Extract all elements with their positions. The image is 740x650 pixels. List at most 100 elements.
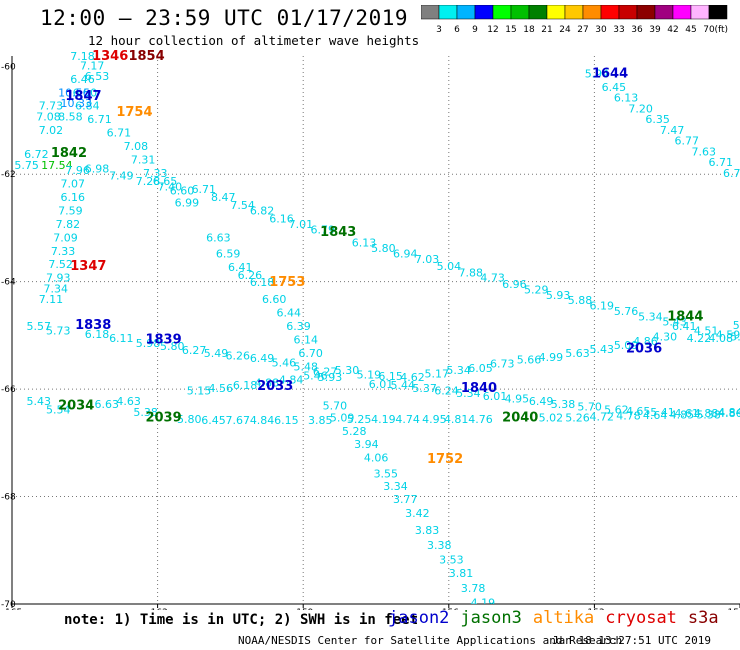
swh-point: 7.96	[65, 164, 90, 177]
swh-point: 6.19	[590, 300, 615, 313]
swh-point: 5.62	[604, 403, 629, 416]
swh-point: 6.98	[85, 163, 110, 176]
swh-point: 4.81	[444, 413, 469, 426]
color-scale-label: 45	[685, 25, 696, 35]
swh-point: 17.54	[41, 159, 72, 172]
satellite-s3a: s3a	[687, 608, 719, 628]
swh-point: 6.82	[250, 204, 275, 217]
swh-point: 6.84	[75, 100, 100, 113]
swh-point: 5.48	[293, 360, 318, 373]
color-scale-legend: 3 6 9 12 15 18 21 24 27 30 33 36 39 42 45 70 (ft)	[421, 5, 728, 35]
swh-point: 6.50	[73, 86, 98, 99]
swh-point: 7.47	[660, 124, 685, 137]
swh-point: 5.40	[730, 331, 740, 344]
swh-point: 3.77	[393, 493, 418, 506]
swh-point: 7.54	[230, 199, 255, 212]
swh-point: 3.78	[461, 582, 486, 595]
pass-time-label: 2040	[502, 410, 538, 425]
swh-point: 5.70	[577, 401, 602, 414]
swh-point: 6.63	[206, 231, 231, 244]
swh-point: 7.34	[44, 282, 68, 295]
swh-point: 7.82	[56, 218, 81, 231]
swh-point: 5.49	[204, 347, 229, 360]
color-scale-label: 30	[595, 25, 607, 35]
swh-point: 5.09	[614, 339, 639, 352]
swh-point: 5.93	[546, 289, 571, 302]
swh-point: 4.88	[694, 407, 719, 420]
swh-point: 5.41	[650, 406, 675, 419]
altimeter-map: -165 -162 -159 -156 -153 -15 -60 -62 -64 -66 -68 -7…	[1, 49, 740, 610]
swh-point: 5.57	[27, 320, 51, 333]
swh-point: 4.22	[687, 332, 712, 345]
swh-point: 4.06	[364, 452, 389, 465]
swh-point: 5.15	[187, 384, 212, 397]
swh-point: 6.65	[153, 175, 178, 188]
color-scale-bin	[708, 5, 728, 20]
y-tick-label: -70	[1, 600, 16, 610]
swh-point: 4.95	[422, 413, 447, 426]
swh-point: 5.70	[323, 400, 348, 413]
x-tick-label: -15	[724, 608, 739, 610]
swh-point: 5.73	[46, 324, 70, 337]
swh-point: 7.40	[158, 180, 183, 193]
swh-point: 4.65	[626, 405, 651, 418]
swh-point: 4.08	[708, 332, 733, 345]
swh-point: 6.18	[85, 328, 110, 341]
pass-time-label: 2033	[257, 379, 293, 394]
swh-point: 5.38	[551, 398, 576, 411]
swh-point: 6.49	[529, 395, 554, 408]
color-scale-label: 39	[649, 25, 661, 35]
swh-point: 7.02	[39, 124, 64, 137]
swh-point: 6.13	[614, 92, 639, 105]
y-tick-label: -60	[1, 63, 16, 73]
swh-point: 7.18	[70, 50, 95, 63]
swh-point: 5.34	[456, 387, 481, 400]
swh-point: 7.08	[36, 110, 61, 123]
swh-point: 6.77	[674, 135, 699, 148]
swh-point: 5.80	[371, 242, 396, 255]
color-scale-label: 15	[505, 25, 516, 35]
swh-point: 5.43	[590, 343, 615, 356]
swh-point: 5.88	[568, 294, 593, 307]
swh-point: 6.63	[95, 398, 120, 411]
swh-point: 6.27	[313, 366, 338, 379]
x-tick-label: -165	[2, 608, 22, 610]
color-scale-label: 21	[541, 25, 552, 35]
swh-point: 4.63	[116, 395, 141, 408]
color-scale-label: 9	[472, 25, 478, 35]
swh-point: 6.45	[201, 414, 226, 427]
swh-point: 4.95	[505, 393, 530, 406]
x-tick-label: -156	[439, 608, 460, 610]
pass-time-label: 1844	[667, 309, 703, 324]
swh-point: 3.85	[308, 414, 333, 427]
swh-point: 5.26	[565, 411, 590, 424]
swh-point: 6.96	[502, 278, 526, 291]
swh-point: 6.35	[645, 113, 670, 126]
swh-point: 5.28	[342, 425, 367, 438]
swh-point: 6.15	[274, 414, 299, 427]
swh-point: 5.66	[517, 353, 542, 366]
swh-point: 5.17	[425, 367, 450, 380]
pass-time-label: 1840	[461, 381, 497, 396]
swh-point: 6.26	[226, 350, 251, 363]
swh-point: 7.31	[131, 153, 156, 166]
swh-point: 7.03	[415, 253, 440, 266]
swh-point: 4.78	[616, 410, 641, 423]
swh-point: 5.34	[638, 310, 663, 323]
swh-point: 4.30	[653, 331, 678, 344]
color-scale-label: 6	[454, 25, 460, 35]
swh-point: 7.49	[109, 170, 134, 183]
swh-point: 3.55	[374, 468, 399, 481]
pass-time-label: 1842	[51, 146, 87, 161]
color-scale-label: 42	[667, 25, 678, 35]
swh-point: 5.54	[46, 403, 70, 416]
swh-point: 7.11	[39, 293, 64, 306]
satellite-jason3: jason3	[460, 608, 522, 628]
swh-point: 6.53	[85, 70, 110, 83]
swh-point: 8.58	[58, 110, 83, 123]
pass-time-label: 2034	[58, 399, 94, 414]
swh-point: 6.46	[70, 73, 95, 86]
swh-point: 4.84	[718, 406, 740, 419]
swh-point: 7.59	[58, 204, 83, 217]
swh-point: 5.46	[272, 357, 297, 370]
